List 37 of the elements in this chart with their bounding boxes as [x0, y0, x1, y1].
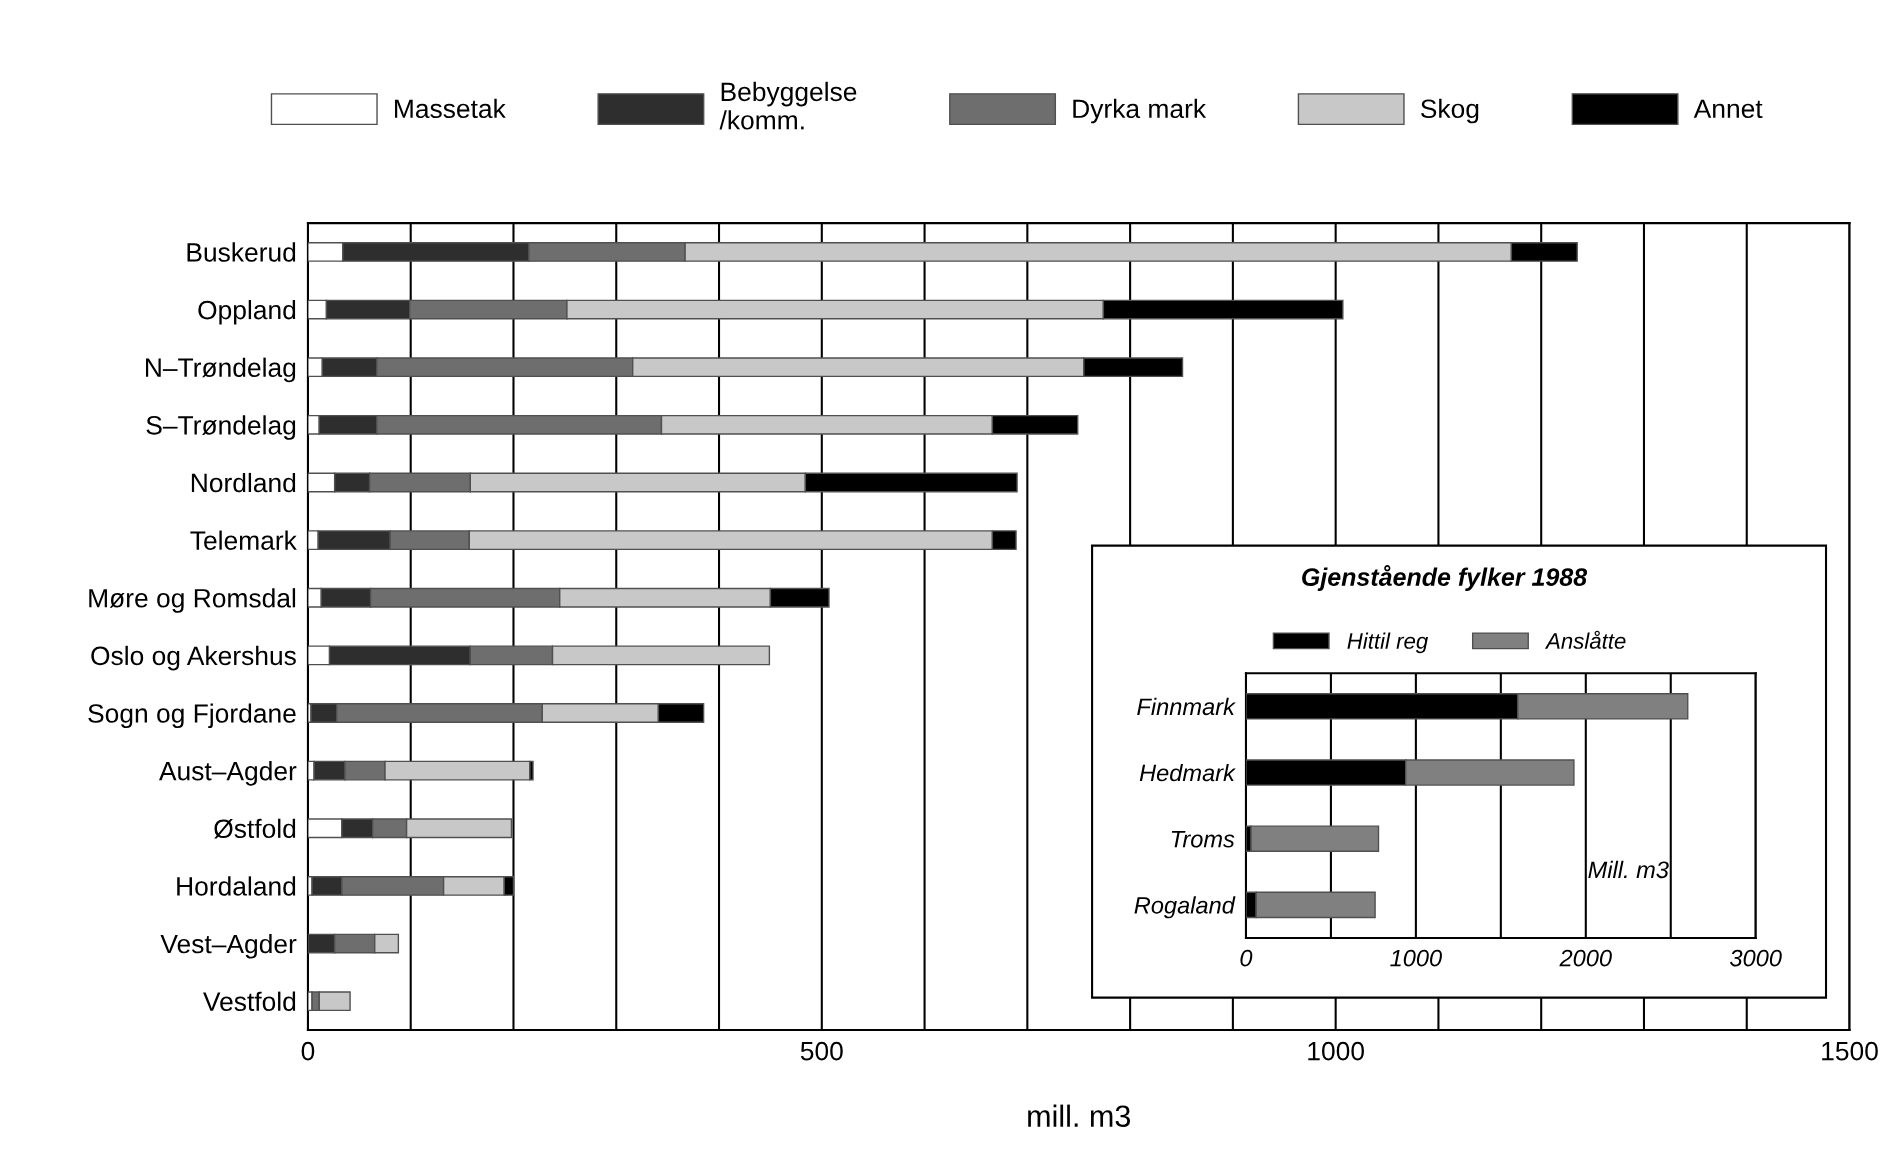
y-tick-label: S–Trøndelag [146, 415, 296, 440]
x-tick-label: 500 [800, 1041, 843, 1061]
y-tick-label: N–Trøndelag [145, 357, 296, 383]
y-tick-label: Vestfold [203, 991, 296, 1011]
y-tick-label: Oppland [198, 300, 296, 325]
y-tick-label: Nordland [191, 472, 296, 493]
y-tick-label: Telemark [190, 530, 297, 550]
chart-title: Gjenstående fylker 1988 [1302, 565, 1588, 591]
y-tick-label: Buskerud [187, 242, 296, 262]
y-tick-label: Vest–Agder [160, 933, 297, 959]
x-tick-label: 1000 [1308, 1041, 1364, 1061]
bar [1250, 825, 1380, 852]
y-tick-label: Oslo og Akershus [91, 645, 296, 671]
x-tick-label: 2000 [1559, 949, 1612, 967]
legend-label: Anslåtte [1544, 630, 1626, 649]
x-axis-title: mill. m3 [1028, 1104, 1131, 1128]
legend-label: Massetak [395, 98, 506, 119]
y-tick-label: Hedmark [1139, 763, 1236, 782]
x-tick-label: 0 [301, 1041, 315, 1061]
legend-label: Skog [1421, 98, 1479, 124]
legend-label: Bebyggelse /komm. [719, 81, 857, 130]
legend-label: Annet [1693, 99, 1763, 119]
legend-label: Hittil reg [1347, 632, 1429, 654]
legend-label: Dyrka mark [1073, 98, 1207, 124]
annotation: Mill. m3 [1588, 860, 1669, 879]
y-tick-label: Aust–Agder [158, 761, 297, 786]
x-tick-label: 1000 [1390, 949, 1442, 967]
x-tick-label: 3000 [1730, 949, 1782, 967]
y-tick-label: Møre og Romsdal [89, 588, 296, 613]
y-tick-label: Troms [1171, 831, 1235, 848]
x-tick-label: 0 [1240, 949, 1253, 967]
y-tick-label: Rogaland [1134, 896, 1236, 919]
y-tick-label: Hordaland [177, 876, 296, 896]
x-tick-label: 1500 [1822, 1041, 1878, 1061]
y-tick-label: Finnmark [1137, 697, 1236, 716]
y-tick-label: Sogn og Fjordane [88, 703, 296, 729]
y-tick-label: Østfold [214, 818, 296, 839]
